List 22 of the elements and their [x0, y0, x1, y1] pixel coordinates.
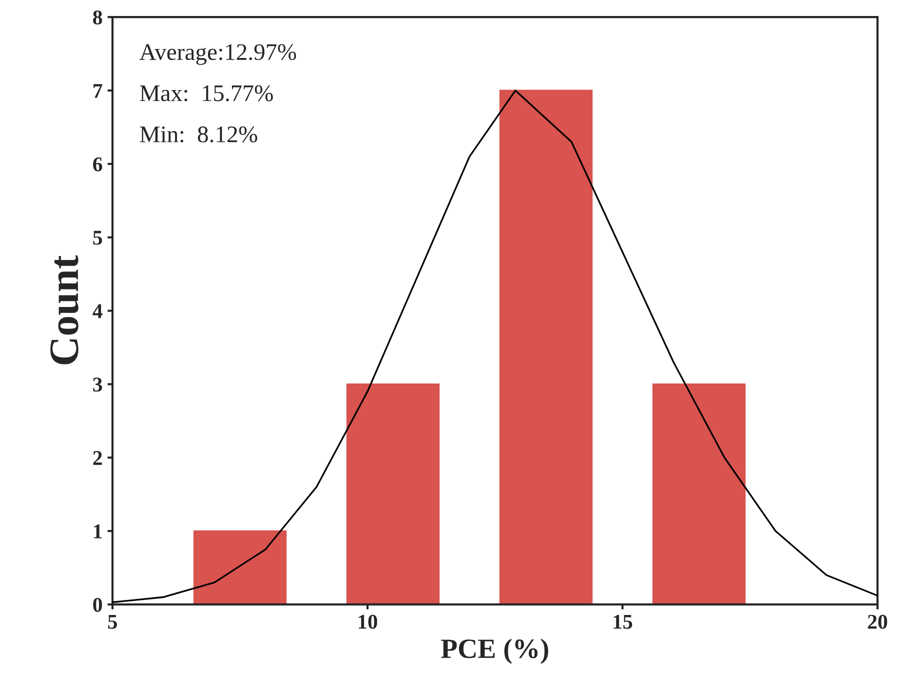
x-tick-label: 10	[358, 614, 378, 629]
y-tick-label: 3	[93, 378, 102, 392]
annotation: Average:12.97%	[140, 44, 296, 65]
bar	[346, 383, 440, 604]
x-tick-label: 15	[614, 614, 632, 629]
y-tick-label: 2	[93, 451, 102, 465]
bar	[193, 530, 287, 604]
x-tick-label: 5	[108, 614, 117, 629]
y-tick-label: 8	[93, 10, 102, 25]
y-tick-label: 6	[93, 157, 102, 172]
y-tick-label: 4	[92, 304, 102, 318]
y-tick-label: 7	[94, 84, 102, 98]
annotation: Min: 8.12%	[140, 126, 258, 142]
y-axis-title: Count	[50, 255, 78, 364]
y-tick-label: 5	[93, 230, 102, 245]
bar	[499, 90, 593, 604]
x-axis-title: PCE (%)	[441, 638, 548, 664]
bar	[652, 383, 746, 604]
x-tick-label: 20	[868, 614, 888, 629]
y-tick-label: 0	[93, 598, 102, 612]
y-tick-label: 1	[94, 524, 102, 538]
annotation: Max: 15.77%	[140, 85, 273, 102]
